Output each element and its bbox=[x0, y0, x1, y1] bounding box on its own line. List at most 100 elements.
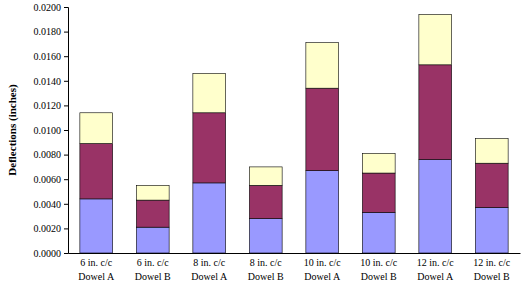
tick-label: 0.0020 bbox=[34, 223, 62, 234]
bar-segment bbox=[136, 185, 169, 200]
bar-segment bbox=[306, 43, 339, 89]
tick: 0.0080 bbox=[34, 149, 69, 160]
tick-label-line: Dowel A bbox=[191, 271, 228, 282]
tick-label-line: 6 in. c/c bbox=[80, 257, 112, 268]
tick-label: 0.0160 bbox=[34, 51, 62, 62]
tick: 0.0120 bbox=[34, 100, 69, 111]
bar-segment bbox=[249, 167, 282, 185]
bar-segment bbox=[193, 113, 226, 183]
tick: 10 in. c/c Dowel A bbox=[304, 253, 341, 282]
bar-segment bbox=[136, 227, 169, 253]
tick-label: 10 in. c/c Dowel A bbox=[304, 257, 341, 282]
tick-label-line: 12 in. c/c bbox=[473, 257, 510, 268]
bar-segment bbox=[193, 73, 226, 112]
bar-segment bbox=[475, 207, 508, 253]
tick-label: 0.0060 bbox=[34, 174, 62, 185]
tick-label-line: Dowel B bbox=[474, 271, 510, 282]
tick: 0.0140 bbox=[34, 76, 69, 87]
tick-label-line: Dowel A bbox=[417, 271, 454, 282]
tick-label: 8 in. c/c Dowel B bbox=[248, 257, 284, 282]
tick: 6 in. c/c Dowel B bbox=[135, 253, 171, 282]
tick: 0.0180 bbox=[34, 26, 69, 37]
tick-label: 6 in. c/c Dowel B bbox=[135, 257, 171, 282]
bar-segment bbox=[419, 14, 452, 64]
bar-segment bbox=[362, 153, 395, 173]
bar-segment bbox=[475, 163, 508, 207]
tick: 12 in. c/c Dowel A bbox=[417, 253, 454, 282]
bar-segment bbox=[80, 113, 113, 144]
y-axis-title: Deflections (inches) bbox=[6, 84, 19, 176]
tick-mark bbox=[64, 228, 68, 229]
tick: 0.0200 bbox=[34, 2, 69, 13]
series bbox=[80, 65, 508, 227]
bar-segment bbox=[419, 160, 452, 253]
tick-mark bbox=[64, 204, 68, 205]
tick-mark bbox=[64, 7, 68, 8]
tick-label: 6 in. c/c Dowel A bbox=[78, 257, 115, 282]
tick-label-line: Dowel A bbox=[78, 271, 115, 282]
bars bbox=[80, 14, 508, 253]
tick-mark bbox=[64, 32, 68, 33]
tick-label: 8 in. c/c Dowel A bbox=[191, 257, 228, 282]
bar-segment bbox=[475, 139, 508, 164]
series bbox=[80, 160, 508, 253]
axis-line bbox=[64, 8, 69, 254]
tick-label: 0.0000 bbox=[34, 248, 62, 259]
bar-segment bbox=[362, 212, 395, 253]
tick-mark bbox=[64, 179, 68, 180]
tick-mark bbox=[64, 81, 68, 82]
tick: 0.0000 bbox=[34, 248, 69, 259]
tick-label-line: 8 in. c/c bbox=[250, 257, 282, 268]
tick-label-line: 8 in. c/c bbox=[193, 257, 225, 268]
tick-label-line: Dowel B bbox=[248, 271, 284, 282]
tick: 8 in. c/c Dowel A bbox=[191, 253, 228, 282]
x-axis: 6 in. c/cDowel A6 in. c/cDowel B8 in. c/… bbox=[69, 253, 521, 282]
y-axis: 0.0000 0.0020 0.0040 0.0060 0.0080 0.0100 0.01… bbox=[34, 2, 69, 259]
tick-label: 0.0120 bbox=[34, 100, 62, 111]
tick-mark bbox=[64, 105, 68, 106]
tick-label-line: Dowel A bbox=[304, 271, 341, 282]
tick: 0.0020 bbox=[34, 223, 69, 234]
tick: 12 in. c/c Dowel B bbox=[473, 253, 510, 282]
tick: 10 in. c/c Dowel B bbox=[360, 253, 397, 282]
tick-label: 0.0040 bbox=[34, 199, 62, 210]
tick: 0.0100 bbox=[34, 125, 69, 136]
tick-label: 10 in. c/c Dowel B bbox=[360, 257, 397, 282]
tick-label: 0.0200 bbox=[34, 2, 62, 13]
bar-segment bbox=[249, 185, 282, 218]
plot: 0.0000 0.0020 0.0040 0.0060 0.0080 0.0100 0.01… bbox=[34, 2, 521, 282]
bar-segment bbox=[193, 183, 226, 253]
tick-mark bbox=[64, 155, 68, 156]
tick-mark bbox=[64, 130, 68, 131]
bar-segment bbox=[306, 171, 339, 253]
tick-label-line: Dowel B bbox=[361, 271, 397, 282]
tick-label: 0.0180 bbox=[34, 26, 62, 37]
tick-label: 0.0100 bbox=[34, 125, 62, 136]
series bbox=[80, 14, 508, 200]
tick-mark bbox=[64, 56, 68, 57]
tick: 0.0160 bbox=[34, 51, 69, 62]
axis-line bbox=[69, 253, 521, 254]
tick: 8 in. c/c Dowel B bbox=[248, 253, 284, 282]
bar-segment bbox=[249, 219, 282, 253]
bar-segment bbox=[362, 173, 395, 212]
tick-label: 12 in. c/c Dowel A bbox=[417, 257, 454, 282]
tick-label: 0.0140 bbox=[34, 76, 62, 87]
tick-label: 0.0080 bbox=[34, 149, 62, 160]
tick: 0.0040 bbox=[34, 199, 69, 210]
tick-label-line: 12 in. c/c bbox=[417, 257, 454, 268]
bar-segment bbox=[136, 200, 169, 227]
tick-label: 12 in. c/c Dowel B bbox=[473, 257, 510, 282]
tick-label-line: 10 in. c/c bbox=[304, 257, 341, 268]
bar-segment bbox=[306, 88, 339, 170]
tick-label-line: Dowel B bbox=[135, 271, 171, 282]
tick-label-line: 6 in. c/c bbox=[137, 257, 169, 268]
chart: 0.0000 0.0020 0.0040 0.0060 0.0080 0.0100 0.01… bbox=[0, 0, 528, 298]
bar-segment bbox=[80, 199, 113, 253]
tick: 0.0060 bbox=[34, 174, 69, 185]
bar-segment bbox=[80, 144, 113, 199]
bar-segment bbox=[419, 65, 452, 160]
tick: 6 in. c/c Dowel A bbox=[78, 253, 115, 282]
tick-mark bbox=[64, 253, 68, 254]
tick-label-line: 10 in. c/c bbox=[360, 257, 397, 268]
